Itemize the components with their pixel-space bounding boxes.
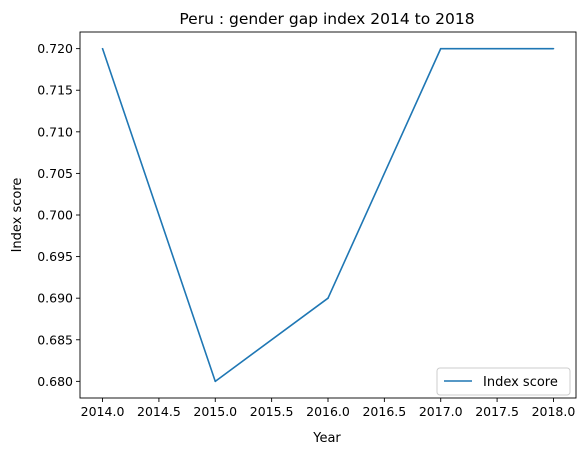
x-tick-label: 2017.0 <box>419 404 463 419</box>
x-axis: 2014.0 2014.5 2015.0 2015.5 2016.0 2016.5 2017… <box>81 398 576 419</box>
x-tick-label: 2014.5 <box>137 404 181 419</box>
y-tick-label: 0.715 <box>37 83 73 98</box>
y-tick-label: 0.695 <box>37 249 73 264</box>
plot-area <box>80 32 576 398</box>
y-tick-label: 0.705 <box>37 166 73 181</box>
y-tick-label: 0.680 <box>37 374 73 389</box>
x-tick-label: 2017.5 <box>475 404 519 419</box>
legend-box <box>436 367 571 396</box>
y-tick-label: 0.710 <box>37 124 73 139</box>
y-tick-label: 0.720 <box>37 41 73 56</box>
data-point <box>439 47 442 50</box>
y-tick-label: 0.690 <box>37 291 73 306</box>
plot-frame <box>79 31 577 399</box>
y-tick-label: 0.685 <box>37 332 73 347</box>
legend: Index score <box>436 367 571 396</box>
y-tick-label: 0.700 <box>37 208 73 223</box>
chart-title: Peru : gender gap index 2014 to 2018 <box>179 10 474 28</box>
x-tick-label: 2015.0 <box>193 404 237 419</box>
x-tick-label: 2016.5 <box>362 404 406 419</box>
y-axis: 0.680 0.685 0.690 0.695 0.700 0.705 0.710 0.715… <box>37 41 80 389</box>
legend-label: Index score <box>483 375 558 390</box>
x-tick-label: 2016.0 <box>306 404 350 419</box>
x-tick-label: 2015.5 <box>250 404 294 419</box>
data-point <box>101 47 104 50</box>
x-tick-label: 2014.0 <box>81 404 125 419</box>
data-point <box>552 47 555 50</box>
x-tick-label: 2018.0 <box>532 404 576 419</box>
x-axis-title: Year <box>312 431 341 446</box>
y-axis-title: Index score <box>10 178 25 253</box>
data-layer <box>101 47 555 383</box>
data-point <box>327 297 329 299</box>
data-point <box>214 380 217 383</box>
